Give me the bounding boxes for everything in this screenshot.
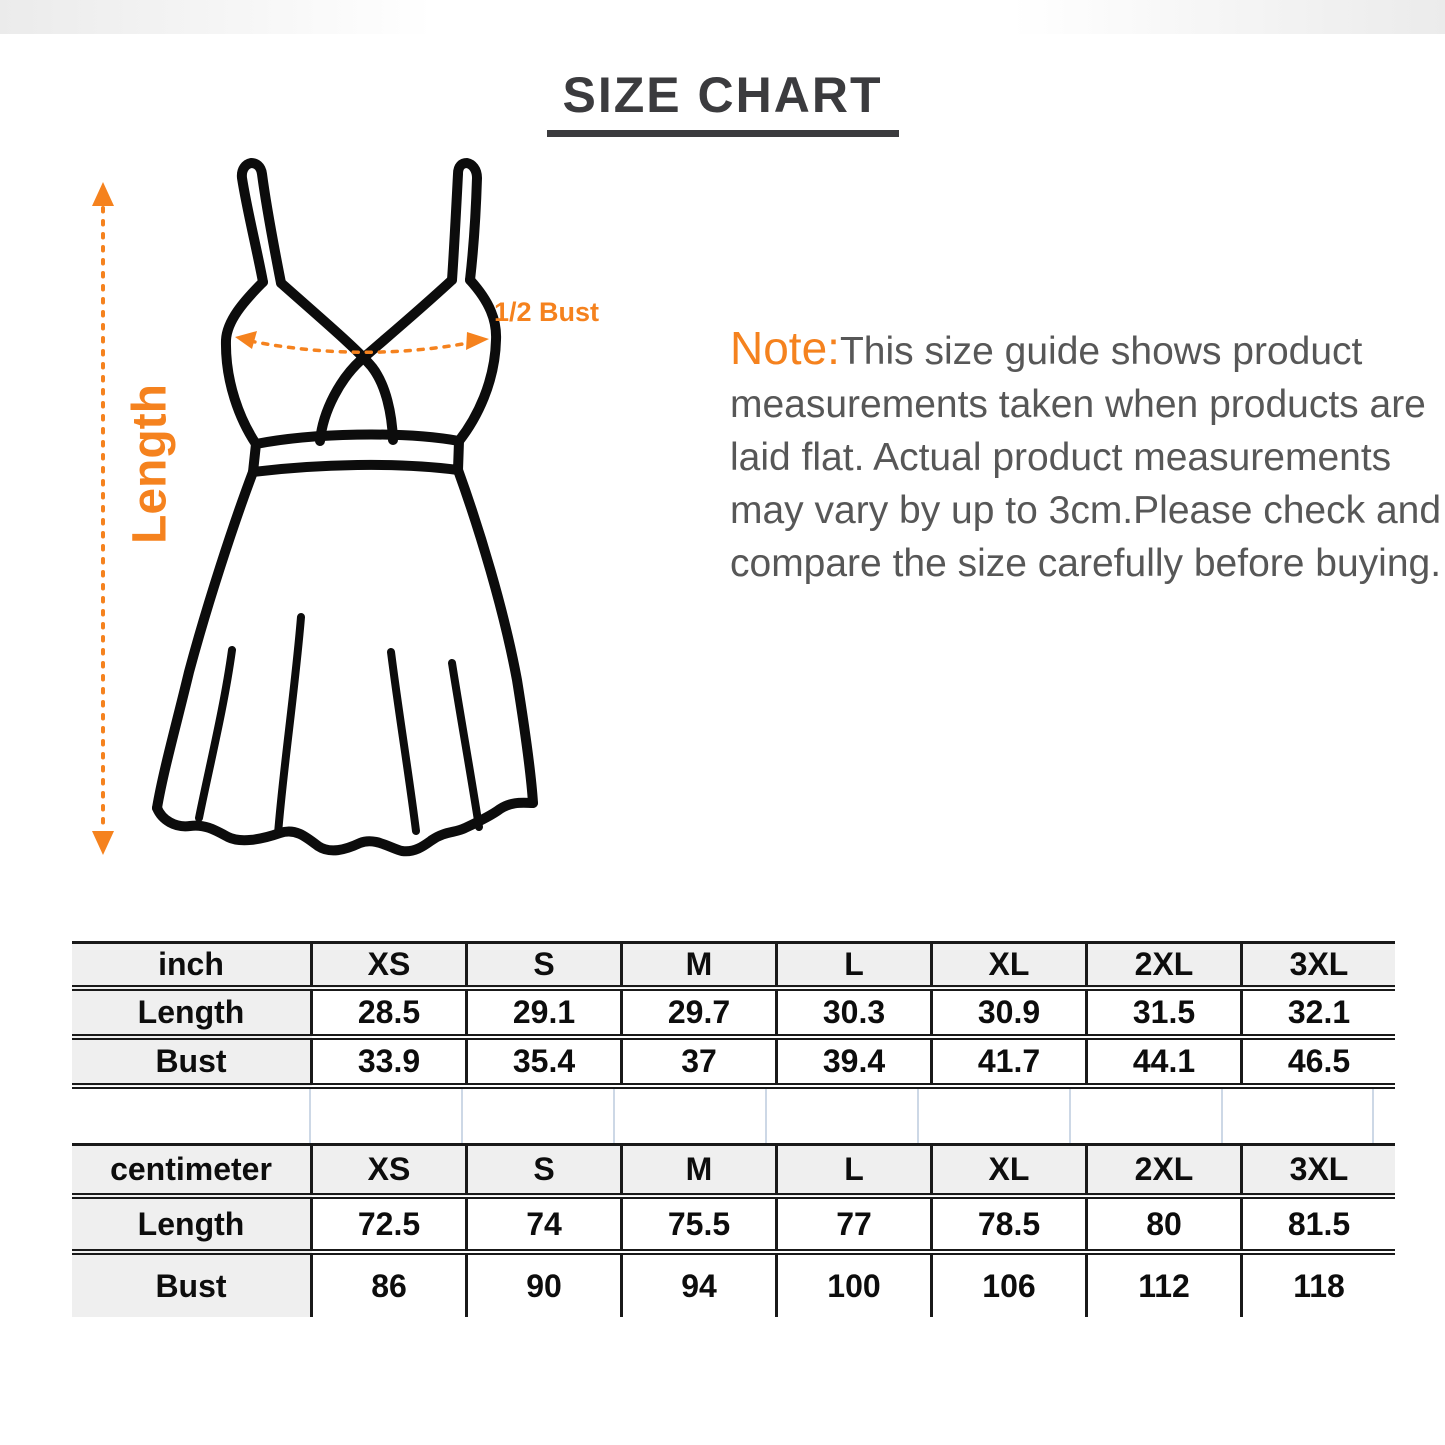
value-cell: 77 — [775, 1196, 932, 1255]
size-table-inch: inch XS S M L XL 2XL 3XL Length 28.5 29.1 29.7 30.3 3… — [72, 941, 1395, 1089]
dress-left-strap — [236, 158, 286, 288]
note-line: measurements taken when products are — [730, 383, 1426, 426]
unit-header-cell: inch — [72, 942, 312, 991]
size-table-centimeter: centimeter XS S M L XL 2XL 3XL Length 72.5 74 75.5 7… — [72, 1142, 1395, 1317]
value-cell: 28.5 — [310, 987, 467, 1040]
value-cell: 37 — [620, 1036, 777, 1089]
value-cell: 33.9 — [310, 1036, 467, 1089]
length-arrow-down-icon — [92, 831, 114, 855]
note-paragraph: Note:This size guide shows product measu… — [730, 322, 1442, 590]
size-header-cell: L — [775, 1144, 932, 1199]
value-cell: 75.5 — [620, 1196, 777, 1255]
value-cell: 94 — [620, 1252, 777, 1317]
row-label-cell: Length — [72, 1196, 312, 1255]
value-cell: 81.5 — [1240, 1196, 1395, 1255]
note-line: may vary by up to 3cm.Please check and — [730, 489, 1442, 532]
value-cell: 41.7 — [930, 1036, 1087, 1089]
value-cell: 29.1 — [465, 987, 622, 1040]
size-header-cell: 2XL — [1085, 1144, 1242, 1199]
size-header-cell: 3XL — [1240, 1144, 1395, 1199]
value-cell: 32.1 — [1240, 987, 1395, 1040]
bust-arrow-right-icon — [466, 332, 489, 350]
size-header-cell: L — [775, 942, 932, 991]
size-header-cell: M — [620, 1144, 777, 1199]
note-prefix: Note: — [730, 322, 840, 374]
size-header-cell: XS — [310, 942, 467, 991]
size-header-cell: M — [620, 942, 777, 991]
value-cell: 90 — [465, 1252, 622, 1317]
value-cell: 78.5 — [930, 1196, 1087, 1255]
value-cell: 31.5 — [1085, 987, 1242, 1040]
table-header-row: centimeter XS S M L XL 2XL 3XL — [72, 1144, 1395, 1199]
page-title-wrap: SIZE CHART — [0, 70, 1445, 137]
value-cell: 30.3 — [775, 987, 932, 1040]
table-header-row: inch XS S M L XL 2XL 3XL — [72, 942, 1395, 991]
note-line: compare the size carefully before buying… — [730, 542, 1442, 585]
value-cell: 29.7 — [620, 987, 777, 1040]
size-header-cell: XL — [930, 1144, 1087, 1199]
dress-right-strap — [447, 158, 482, 285]
bust-label: 1/2 Bust — [494, 297, 599, 327]
value-cell: 86 — [310, 1252, 467, 1317]
size-tables-section: inch XS S M L XL 2XL 3XL Length 28.5 29.1 29.7 30.3 3… — [72, 941, 1395, 1317]
value-cell: 72.5 — [310, 1196, 467, 1255]
size-header-cell: 3XL — [1240, 942, 1395, 991]
size-header-cell: 2XL — [1085, 942, 1242, 991]
value-cell: 106 — [930, 1252, 1087, 1317]
size-header-cell: XS — [310, 1144, 467, 1199]
row-label-cell: Length — [72, 987, 312, 1040]
table-row: Bust 86 90 94 100 106 112 118 — [72, 1252, 1395, 1317]
dress-wrap-neckline — [276, 278, 398, 445]
size-header-cell: S — [465, 942, 622, 991]
length-label: Length — [124, 384, 177, 544]
length-arrow-up-icon — [92, 182, 114, 206]
value-cell: 112 — [1085, 1252, 1242, 1317]
table-row: Length 72.5 74 75.5 77 78.5 80 81.5 — [72, 1196, 1395, 1255]
table-row: Length 28.5 29.1 29.7 30.3 30.9 31.5 32.1 — [72, 987, 1395, 1040]
value-cell: 74 — [465, 1196, 622, 1255]
value-cell: 39.4 — [775, 1036, 932, 1089]
dress-waistband — [248, 429, 464, 477]
value-cell: 100 — [775, 1252, 932, 1317]
dress-skirt-folds — [195, 613, 483, 838]
note-line: Note:This size guide shows product — [730, 322, 1363, 374]
table-gap-gridlines — [72, 1088, 1374, 1143]
page-title: SIZE CHART — [546, 70, 899, 137]
value-cell: 44.1 — [1085, 1036, 1242, 1089]
value-cell: 35.4 — [465, 1036, 622, 1089]
top-gradient-band — [0, 0, 1445, 34]
table-row: Bust 33.9 35.4 37 39.4 41.7 44.1 46.5 — [72, 1036, 1395, 1089]
size-header-cell: XL — [930, 942, 1087, 991]
bust-arrow-left-icon — [235, 331, 257, 349]
dress-measurement-diagram: Length 1/2 Bust — [92, 158, 599, 857]
row-label-cell: Bust — [72, 1252, 312, 1317]
row-label-cell: Bust — [72, 1036, 312, 1089]
size-header-cell: S — [465, 1144, 622, 1199]
value-cell: 118 — [1240, 1252, 1395, 1317]
value-cell: 80 — [1085, 1196, 1242, 1255]
value-cell: 30.9 — [930, 987, 1087, 1040]
unit-header-cell: centimeter — [72, 1144, 312, 1199]
value-cell: 46.5 — [1240, 1036, 1395, 1089]
note-line: laid flat. Actual product measurements — [730, 436, 1392, 479]
bust-arrow-line — [248, 339, 476, 354]
